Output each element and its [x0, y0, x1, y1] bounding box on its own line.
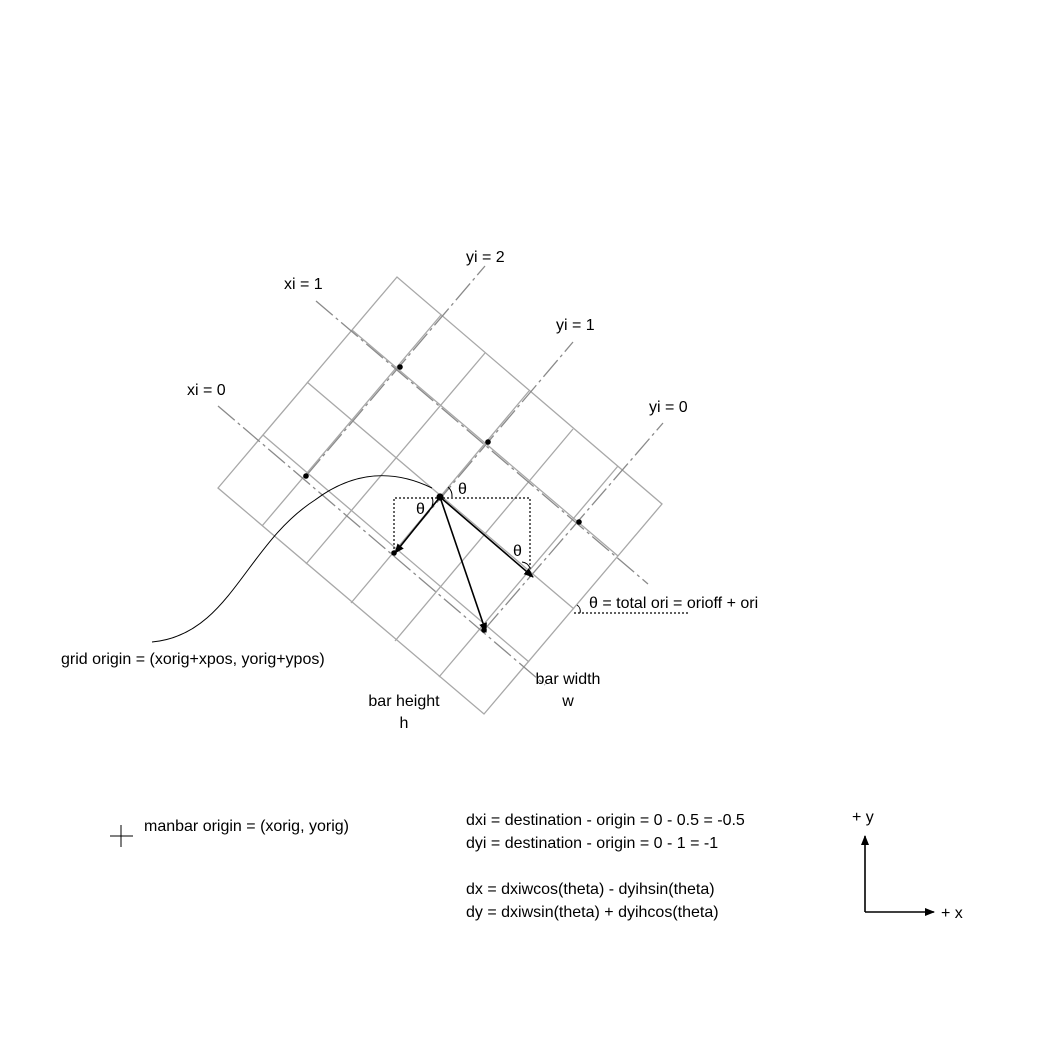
projection-box — [393, 497, 531, 577]
grid-line — [305, 352, 486, 565]
xi-0-label: xi = 0 — [187, 382, 226, 399]
arrow-to-xi0-yi1 — [394, 496, 441, 554]
grid-point — [485, 439, 491, 445]
equation-dy: dy = dxiwsin(theta) + dyihcos(theta) — [466, 904, 719, 921]
bar-width-symbol: w — [561, 693, 574, 710]
yi-0-line — [483, 422, 664, 631]
yi-0-label: yi = 0 — [649, 399, 688, 416]
theta-label-left: θ — [416, 501, 425, 518]
grid-origin-label: grid origin = (xorig+xpos, yorig+ypos) — [61, 651, 325, 668]
grid-line — [351, 329, 619, 557]
yi-1-label: yi = 1 — [556, 317, 595, 334]
index-lines — [217, 265, 664, 686]
yi-2-line — [305, 265, 486, 477]
theta-arc-left — [431, 496, 434, 507]
manbar-origin-label: manbar origin = (xorig, yorig) — [144, 818, 349, 835]
theta-definition: θ = total ori = orioff + ori — [589, 595, 758, 612]
theta-arc-right — [521, 561, 531, 569]
plus-y-label: + y — [852, 809, 874, 826]
yi-2-label: yi = 2 — [466, 249, 505, 266]
equation-dx: dx = dxiwcos(theta) - dyihsin(theta) — [466, 881, 715, 898]
theta-label-right: θ — [513, 543, 522, 560]
grid-outline — [217, 276, 663, 715]
arrow-to-xi0-yi0 — [439, 496, 487, 633]
arrow-to-xi1-yi0 — [439, 496, 534, 578]
grid-origin-leader — [151, 475, 433, 643]
theta-arc-top — [447, 486, 453, 498]
bar-width-label: bar width — [536, 671, 601, 688]
plus-x-label: + x — [941, 905, 963, 922]
equation-dyi: dyi = destination - origin = 0 - 1 = -1 — [466, 835, 718, 852]
grid-point — [397, 364, 403, 370]
theta-arc-bottom — [576, 604, 581, 614]
xi-1-line — [315, 300, 649, 585]
theta-label-top: θ — [458, 481, 467, 498]
grid-line — [262, 434, 530, 663]
grid-point — [576, 519, 582, 525]
xi-1-label: xi = 1 — [284, 276, 323, 293]
bar-height-symbol: h — [400, 715, 409, 732]
xi-0-line — [217, 405, 546, 686]
grid-point — [303, 473, 309, 479]
equation-dxi: dxi = destination - origin = 0 - 0.5 = -… — [466, 812, 745, 829]
bar-height-label: bar height — [368, 693, 440, 710]
